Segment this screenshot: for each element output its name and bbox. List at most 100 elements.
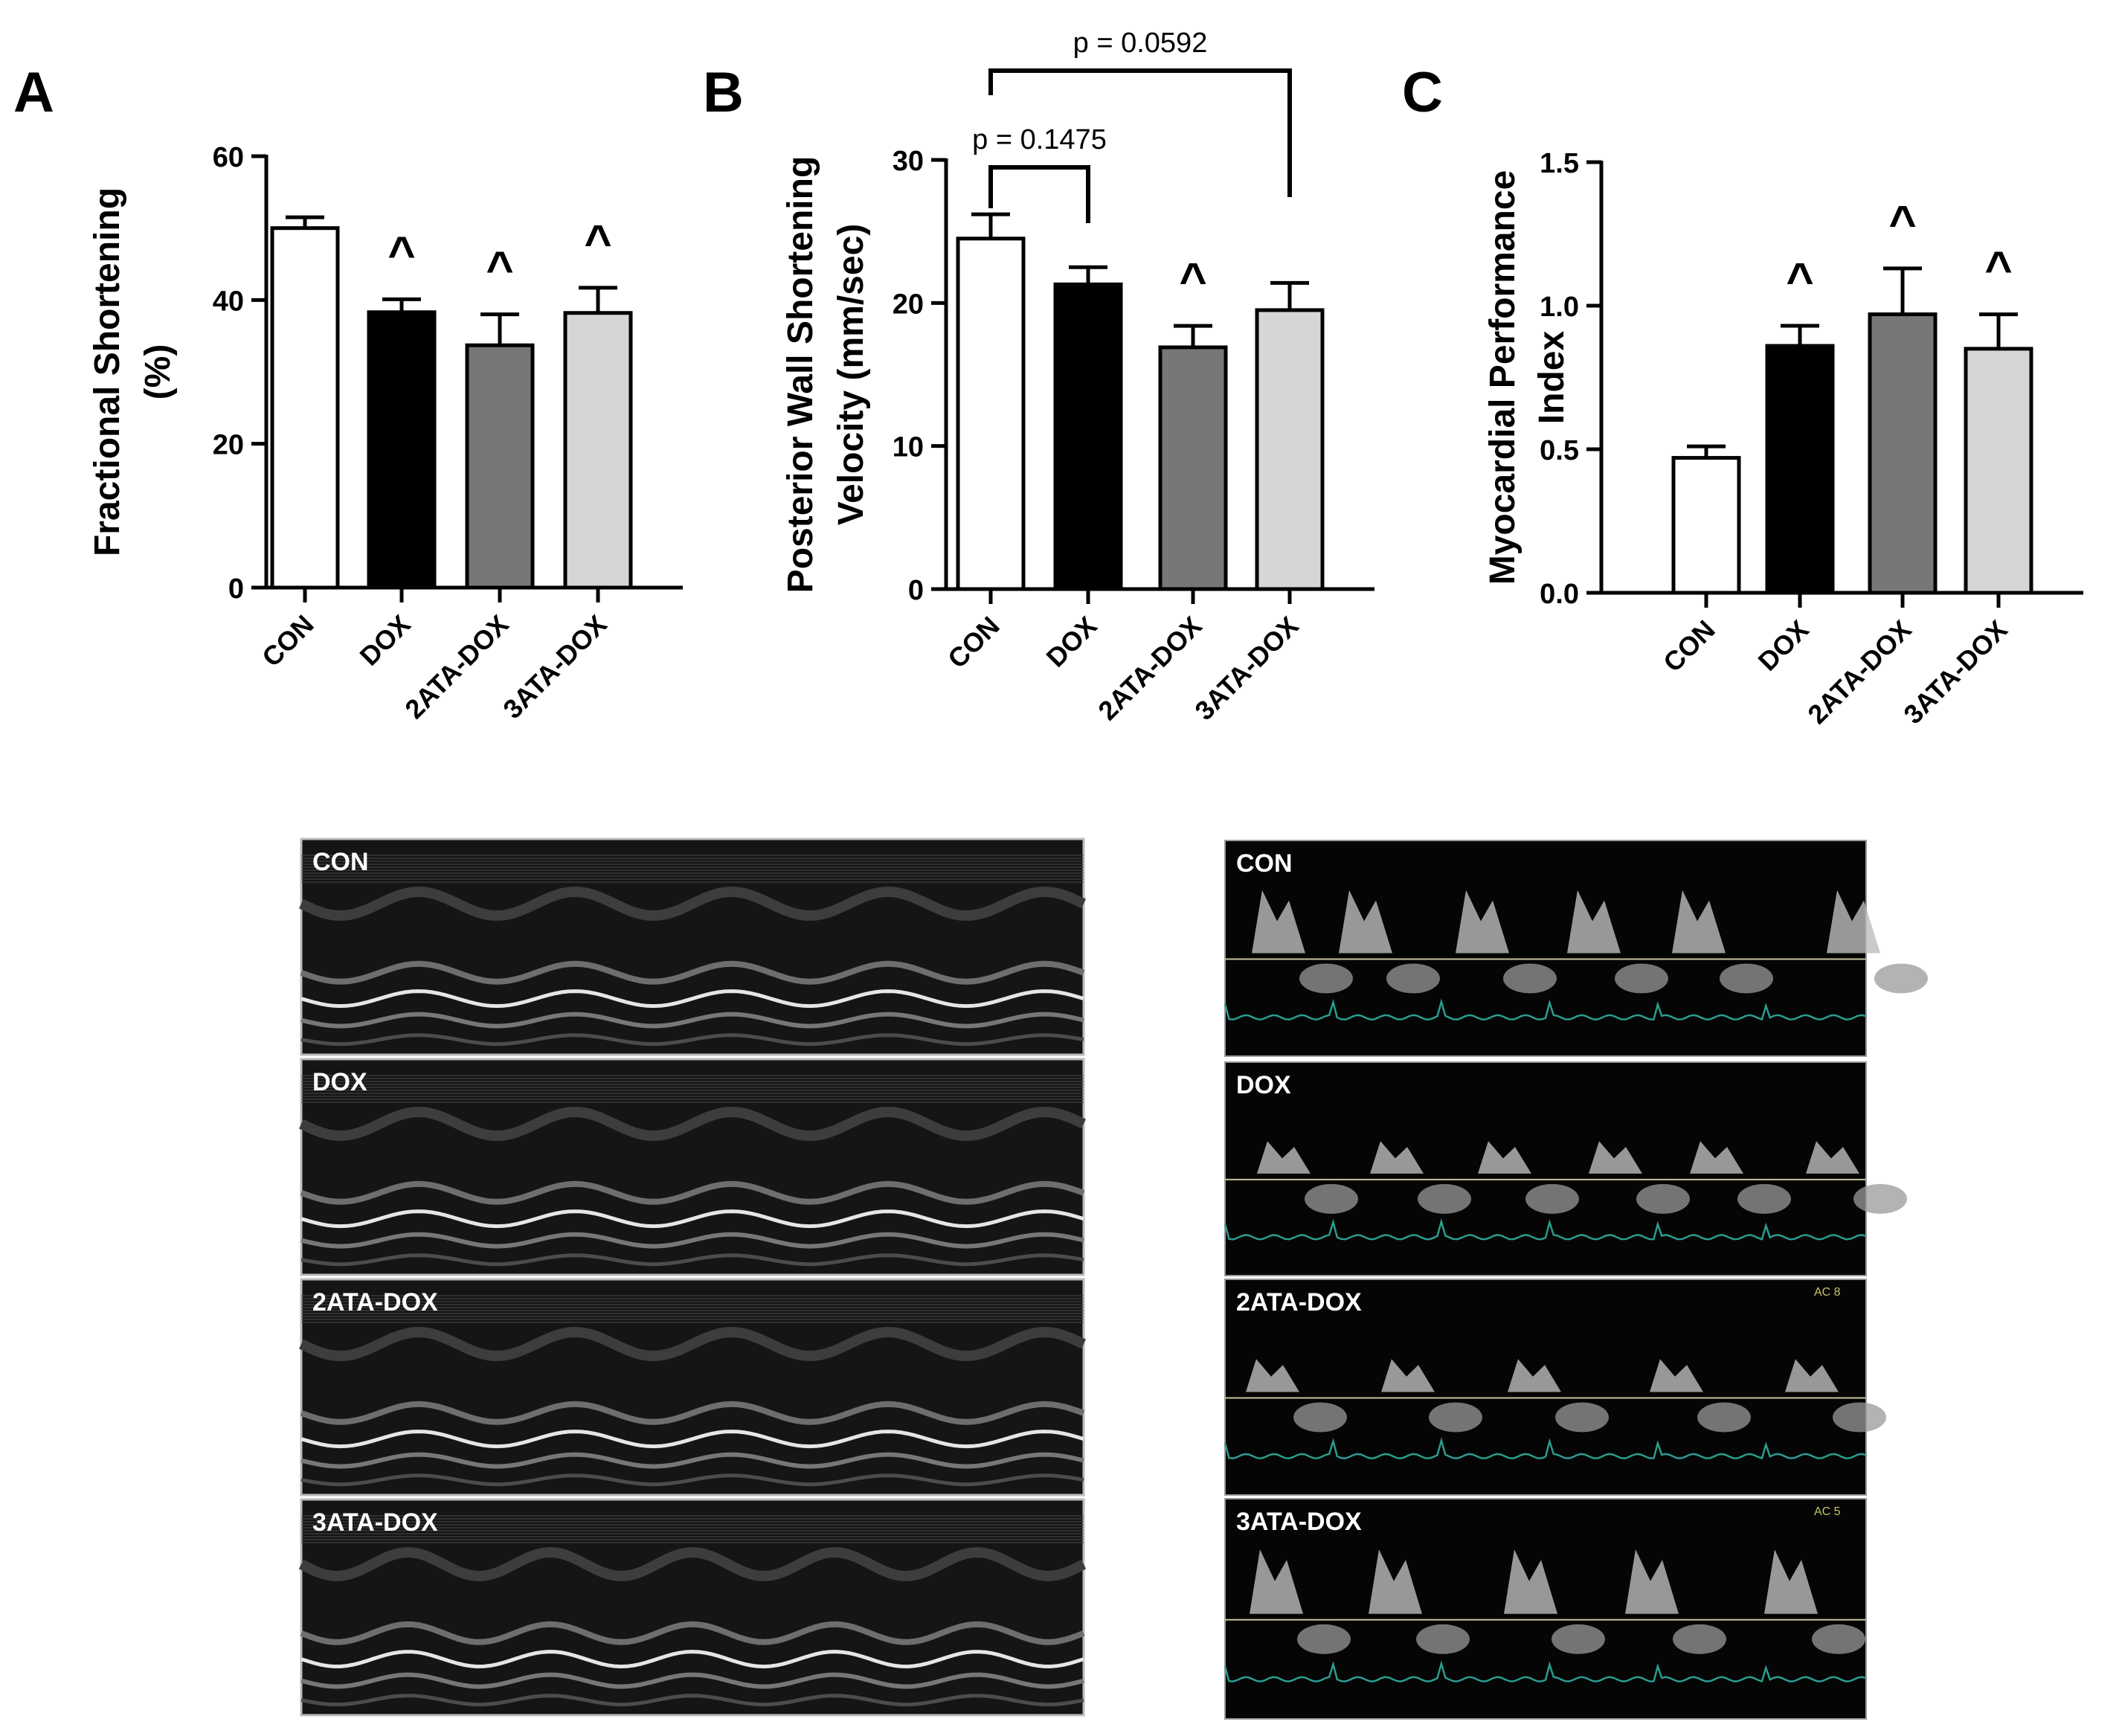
significance-marker: ^ [584,215,611,269]
systolic-wave [1299,963,1353,994]
systolic-wave [1418,1183,1471,1214]
bar-2ata-dox [1868,312,1938,595]
e-a-wave [1369,1549,1422,1614]
panel-letter-C: C [1402,61,1443,124]
doppler-panel-dox: DOX [1224,1061,1907,1276]
doppler-label: CON [1236,849,1293,878]
panel-letter-B: B [703,61,744,124]
doppler-label: DOX [1236,1071,1291,1099]
wall-trace [300,1473,1084,1487]
y-axis-label: (%) [138,344,178,400]
doppler-background [1224,1061,1867,1276]
systolic-wave [1636,1183,1690,1214]
doppler-panel-3ata-dox: 3ATA-DOX AC 5 [1224,1498,1867,1720]
doppler-corner-text: AC 8 [1814,1286,1841,1299]
e-a-wave [1370,1141,1424,1174]
ecg-trace [1224,1218,1867,1241]
bar-3ata-dox [1964,347,2033,595]
systolic-wave [1833,1402,1886,1433]
e-a-wave [1567,890,1621,954]
e-a-wave [1456,890,1509,954]
e-a-wave [1672,890,1726,954]
y-tick-label: 20 [213,430,244,461]
e-a-wave [1764,1549,1818,1614]
m-mode-label: CON [312,848,369,876]
y-tick-label: 30 [893,146,924,177]
y-tick-label: 10 [893,432,924,463]
wall-trace [300,1694,1084,1707]
systolic-wave [1386,963,1440,994]
doppler-corner-text: AC 5 [1814,1505,1841,1518]
m-mode-panel-3ata-dox: 3ATA-DOX [298,1498,1087,1717]
m-mode-label: DOX [312,1068,367,1096]
bar-con [956,237,1026,591]
y-tick-label: 0 [908,575,924,606]
e-a-wave [1339,890,1392,954]
e-a-wave [1257,1141,1311,1174]
e-a-wave [1508,1359,1561,1392]
m-mode-images: CON DOX 2ATA-DOX 3ATA-DOX [298,838,1087,1717]
e-a-wave [1381,1359,1435,1392]
m-mode-label: 2ATA-DOX [312,1288,438,1317]
p-value-label: p = 0.0592 [1073,28,1208,59]
significance-marker: ^ [1984,242,2012,295]
bar-con [270,226,340,590]
y-axis-label: Myocardial Performance [1483,170,1522,585]
wall-trace [300,1430,1084,1449]
systolic-wave [1305,1183,1358,1214]
m-mode-background [300,1058,1085,1276]
doppler-background [1224,840,1867,1057]
y-axis-label: Posterior Wall Shortening [781,156,820,594]
e-a-wave [1806,1141,1859,1174]
y-tick-label: 0 [228,573,244,605]
e-a-wave [1650,1359,1703,1392]
wall-trace [300,1253,1084,1267]
wall-trace [300,1672,1084,1689]
ecg-trace [1224,1437,1867,1460]
m-mode-label: 3ATA-DOX [312,1508,438,1537]
systolic-wave [1853,1183,1907,1214]
y-tick-label: 20 [893,289,924,320]
y-axis-label: Velocity (mm/sec) [832,224,871,526]
bar-dox [1765,344,1835,595]
wall-trace [299,886,1086,922]
bar-3ata-dox [1255,308,1325,591]
e-a-wave [1690,1141,1743,1174]
wall-trace [300,1650,1084,1669]
systolic-wave [1429,1402,1482,1433]
significance-marker: ^ [1786,253,1813,306]
wall-trace [300,1452,1084,1469]
doppler-images: CON DOX 2ATA-DOX AC 8 3ATA-DOX AC 5 [1224,840,1928,1720]
doppler-label: 3ATA-DOX [1236,1508,1362,1536]
systolic-wave [1503,963,1557,994]
e-a-wave [1589,1141,1642,1174]
doppler-panel-2ata-dox: 2ATA-DOX AC 8 [1224,1279,1886,1496]
significance-bracket [988,165,1090,223]
systolic-wave [1416,1624,1470,1654]
y-tick-label: 1.0 [1540,292,1579,323]
e-a-wave [1504,1549,1557,1614]
wall-trace [300,960,1085,985]
systolic-wave [1555,1402,1609,1433]
bar-2ata-dox [1158,345,1228,591]
ecg-trace [1224,998,1867,1021]
systolic-wave [1673,1624,1726,1654]
panel-letter-A: A [13,61,54,124]
bar-dox [1053,282,1123,591]
y-tick-label: 60 [213,142,244,173]
wall-trace [298,1546,1087,1582]
m-mode-panel-con: CON [299,838,1086,1056]
m-mode-panel-2ata-dox: 2ATA-DOX [299,1278,1086,1497]
y-axis-label: Index [1532,331,1572,425]
wall-trace [300,1180,1085,1205]
significance-marker: ^ [1888,196,1916,249]
wall-trace [300,1209,1084,1229]
doppler-panel-con: CON [1224,840,1928,1057]
wall-trace [300,1621,1085,1645]
bar-2ata-dox [465,343,535,590]
e-a-wave [1827,890,1880,954]
wall-trace [299,1106,1086,1142]
wall-trace [300,1033,1084,1047]
e-a-wave [1785,1359,1839,1392]
significance-bracket [988,68,1292,197]
